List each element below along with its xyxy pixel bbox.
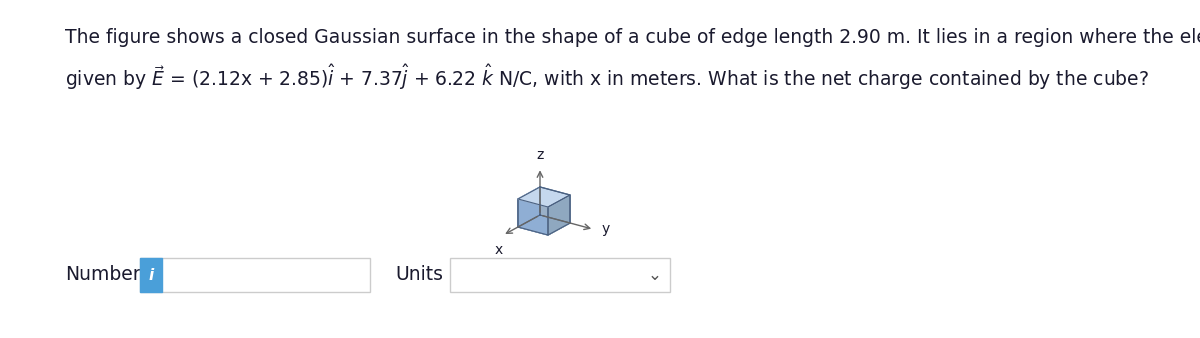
- Bar: [450, 258, 670, 292]
- Bar: [140, 258, 370, 292]
- Text: i: i: [149, 267, 154, 283]
- Polygon shape: [518, 187, 540, 227]
- Bar: [140, 258, 162, 292]
- Polygon shape: [518, 199, 548, 235]
- Text: ⌄: ⌄: [648, 266, 662, 284]
- Text: y: y: [602, 222, 611, 236]
- Polygon shape: [548, 195, 570, 235]
- Text: Number: Number: [65, 266, 140, 285]
- Text: x: x: [494, 243, 503, 258]
- Polygon shape: [540, 187, 570, 223]
- Polygon shape: [518, 215, 570, 235]
- Text: Units: Units: [395, 266, 443, 285]
- Text: z: z: [536, 148, 544, 162]
- Polygon shape: [518, 187, 570, 207]
- Text: given by $\vec{E}$ = (2.12x + 2.85)$\hat{i}$ + 7.37$\hat{j}$ + 6.22 $\hat{k}$ N/: given by $\vec{E}$ = (2.12x + 2.85)$\hat…: [65, 62, 1150, 92]
- Text: The figure shows a closed Gaussian surface in the shape of a cube of edge length: The figure shows a closed Gaussian surfa…: [65, 28, 1200, 47]
